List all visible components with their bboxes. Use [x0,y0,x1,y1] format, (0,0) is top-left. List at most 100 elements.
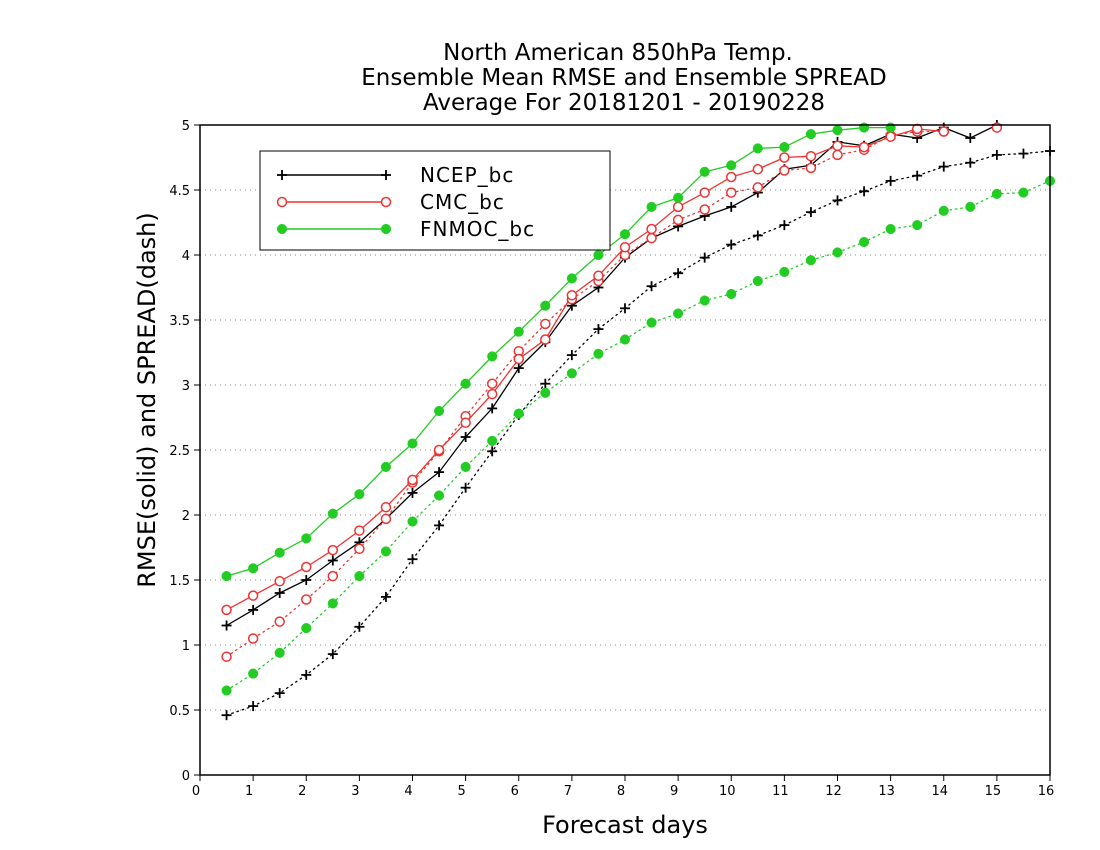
ncep-bc-spread-point [859,186,870,197]
fnmoc-bc-spread-line [225,180,1051,692]
y-tick-label: 1 [182,639,190,654]
fnmoc-bc-rmse-point [699,166,710,177]
fnmoc-bc-spread-point [407,516,418,527]
fnmoc-bc-rmse-point [301,533,312,544]
x-tick-label: 5 [457,784,465,799]
fnmoc-bc-spread-point [460,461,471,472]
ncep-bc-spread-point [593,324,604,335]
fnmoc-bc-rmse-point [248,563,259,574]
ncep-bc-spread-point [699,252,710,263]
ncep-bc-rmse-point [221,620,232,631]
legend-marker [380,196,392,208]
x-tick-label: 10 [719,784,736,799]
fnmoc-bc-spread-point [938,205,949,216]
cmc-bc-rmse-point [672,201,684,213]
x-tick-label: 15 [985,784,1002,799]
x-axis-label: Forecast days [542,811,708,839]
fnmoc-bc-rmse-point [434,405,445,417]
cmc-bc-rmse-point [726,171,737,183]
fnmoc-bc-rmse-point [593,249,604,261]
fnmoc-bc-spread-point [274,647,285,658]
cmc-bc-rmse-point [433,444,445,456]
y-tick-label: 4.5 [169,184,190,199]
cmc-bc-rmse-point [858,141,870,153]
ncep-bc-spread-point [912,170,923,181]
y-axis-label: RMSE(solid) and SPREAD(dash) [133,212,161,588]
title-line-3: Average For 20181201 - 20190228 [423,90,825,116]
y-tick-label: 0 [182,769,190,784]
cmc-bc-spread-point [486,378,498,389]
x-tick-label: 11 [772,784,789,799]
ncep-bc-spread-point [885,175,896,186]
x-tick-label: 3 [351,784,359,799]
fnmoc-bc-spread-point [1018,187,1029,198]
fnmoc-bc-spread-point [540,387,551,398]
cmc-bc-rmse-point [805,150,817,162]
x-tick-label: 12 [825,784,842,799]
fnmoc-bc-spread-point [991,188,1002,199]
fnmoc-bc-spread-point [752,275,763,287]
cmc-bc-rmse-point [832,140,843,152]
series-cmc-bc [221,122,1003,662]
fnmoc-bc-rmse-point [354,489,365,500]
ncep-bc-spread-point [620,303,630,314]
cmc-bc-rmse-point [247,590,259,601]
ncep-bc-spread-point [221,710,232,721]
ncep-bc-rmse-point [301,575,312,585]
ncep-bc-spread-point [274,688,285,699]
ncep-bc-rmse-point [327,555,338,566]
legend-label: CMC_bc [420,190,505,214]
ncep-bc-rmse-line [226,124,998,627]
fnmoc-bc-rmse-point [752,143,763,154]
gridlines [200,189,1050,711]
fnmoc-bc-rmse-point [673,192,684,203]
legend-item-cmc-bc: CMC_bc [276,190,505,214]
cmc-bc-spread-point [327,570,339,582]
fnmoc-bc-spread-point [593,348,604,359]
cmc-bc-rmse-point [274,576,285,587]
fnmoc-bc-spread-point [354,571,365,582]
fnmoc-bc-spread-point [805,255,816,266]
cmc-bc-spread-point [221,651,232,662]
ncep-bc-spread-point [248,701,259,712]
fnmoc-bc-rmse-point [487,351,498,362]
x-tick-label: 14 [931,784,948,799]
cmc-bc-spread-point [274,616,285,627]
y-tick-label: 2.5 [169,444,190,459]
fnmoc-bc-spread-point [434,490,445,501]
cmc-bc-rmse-point [646,223,657,235]
fnmoc-bc-spread-point [513,408,524,419]
ncep-bc-rmse-point [434,467,445,478]
fnmoc-bc-spread-point [859,236,870,248]
ncep-bc-rmse-point [513,363,524,374]
ncep-bc-spread-point [434,520,445,531]
cmc-bc-rmse-point [460,417,471,428]
fnmoc-bc-spread-point [301,623,312,634]
fnmoc-bc-spread-point [965,201,976,212]
x-tick-label: 13 [878,784,895,799]
cmc-bc-rmse-point [619,241,631,253]
fnmoc-bc-spread-point [221,685,232,696]
ncep-bc-spread-point [566,350,577,361]
fnmoc-bc-spread-point [673,308,684,319]
title-line-1: North American 850hPa Temp. [443,40,793,66]
y-tick-label: 4 [182,249,190,264]
ncep-bc-spread-point [646,281,657,292]
ncep-bc-spread-point [460,482,471,493]
cmc-bc-spread-point [779,165,790,176]
cmc-bc-spread-point [805,162,817,174]
fnmoc-bc-spread-point [619,334,631,345]
ncep-bc-rmse-point [460,432,471,442]
cmc-bc-rmse-point [301,561,312,573]
cmc-bc-spread-line [225,130,945,658]
cmc-bc-spread-point [540,318,551,330]
fnmoc-bc-spread-point [699,295,710,306]
cmc-bc-rmse-point [699,187,710,198]
y-tick-label: 3 [182,379,190,394]
ncep-bc-spread-point [540,378,551,389]
fnmoc-bc-spread-point [380,546,391,557]
cmc-bc-spread-point [699,204,710,215]
fnmoc-bc-rmse-point [513,326,524,337]
x-tick-label: 4 [404,784,412,799]
